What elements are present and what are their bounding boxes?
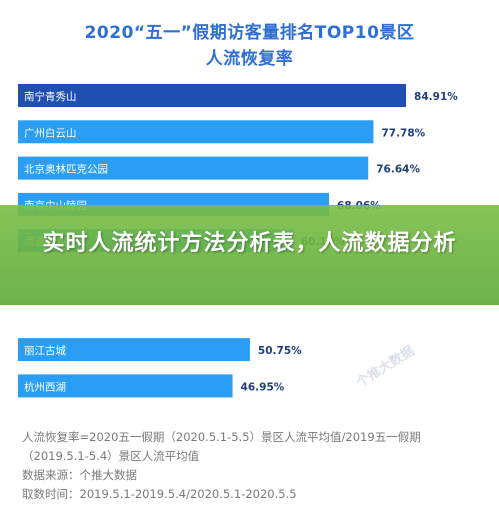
bar-category-label: 杭州西湖 bbox=[24, 380, 66, 393]
bar-2 bbox=[18, 120, 374, 144]
bar-category-label: 丽江古城 bbox=[24, 344, 66, 357]
footnote-definition-1: 人流恢复率=2020五一假期（2020.5.1-5.5）景区人流平均值/2019… bbox=[22, 430, 421, 444]
chart-title-line-1: 2020“五一”假期访客量排名TOP10景区 bbox=[84, 23, 415, 43]
bar-value-label: 46.95% bbox=[241, 381, 285, 393]
bar-category-label: 广州白云山 bbox=[24, 126, 77, 139]
chart-title-line-2: 人流恢复率 bbox=[205, 49, 294, 69]
bar-category-label: 泰山景区 bbox=[24, 308, 66, 321]
bar-category-label: 北京奥林匹克公园 bbox=[24, 163, 108, 176]
bar-9 bbox=[18, 374, 233, 398]
footnote-definition-2: （2019.5.1-5.4）景区人流平均值 bbox=[22, 449, 200, 463]
footnote-period: 取数时间：2019.5.1-2019.5.4/2020.5.1-2020.5.5 bbox=[22, 487, 297, 501]
bar-3 bbox=[18, 156, 369, 180]
bar-value-label: 77.78% bbox=[381, 127, 425, 139]
banner-text: 实时人流统计方法分析表，人流数据分析 bbox=[42, 231, 457, 256]
overlay-banner: 实时人流统计方法分析表，人流数据分析 bbox=[0, 205, 499, 305]
bar-value-label: 50.75% bbox=[258, 345, 302, 357]
bar-value-label: 76.64% bbox=[376, 164, 420, 176]
footnotes: 人流恢复率=2020五一假期（2020.5.1-5.5）景区人流平均值/2019… bbox=[22, 428, 490, 504]
bar-1 bbox=[18, 84, 407, 107]
footnote-source: 数据来源：个推大数据 bbox=[22, 468, 137, 482]
bar-8 bbox=[18, 338, 250, 362]
bar-value-label: 84.91% bbox=[414, 91, 458, 103]
bar-category-label: 南宁青秀山 bbox=[24, 90, 77, 103]
